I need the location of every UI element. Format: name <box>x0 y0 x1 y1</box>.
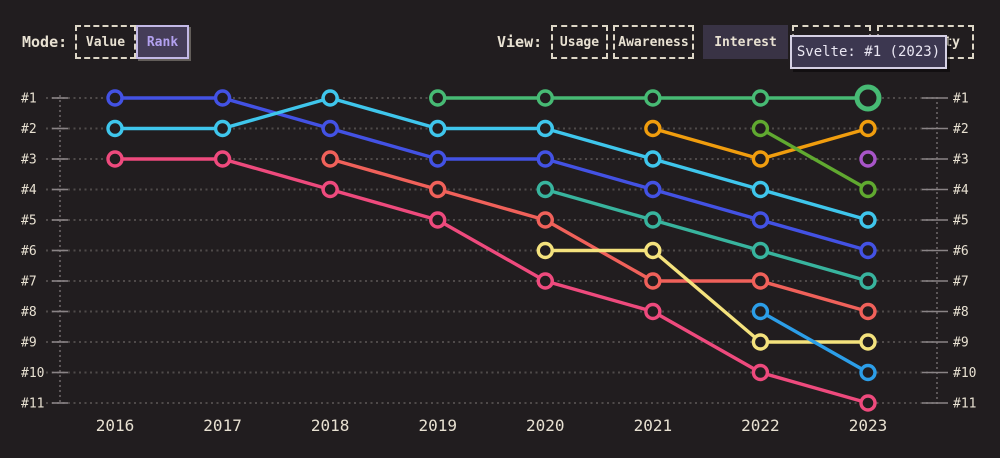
year-label: 2023 <box>849 416 888 435</box>
point-blue-2016[interactable] <box>106 89 124 107</box>
point-cyan-2018[interactable] <box>321 89 339 107</box>
year-label: 2016 <box>96 416 135 435</box>
left-rank-label: #4 <box>21 183 37 198</box>
right-rank-label: #10 <box>953 366 976 381</box>
line-red <box>328 157 870 314</box>
view-option-usage[interactable]: Usage <box>551 25 608 59</box>
point-yellow-2023[interactable] <box>859 333 877 351</box>
right-rank-label: #8 <box>953 305 969 320</box>
right-rank-label: #7 <box>953 275 969 290</box>
point-red-2018[interactable] <box>321 150 339 168</box>
point-teal-2021[interactable] <box>644 211 662 229</box>
point-cyan-2021[interactable] <box>644 150 662 168</box>
point-sky-2023[interactable] <box>859 363 877 382</box>
line-sky <box>758 309 870 375</box>
line-lime <box>758 126 870 192</box>
year-label: 2022 <box>741 416 780 435</box>
point-svelte-2023[interactable] <box>854 84 882 112</box>
chart-tooltip: Svelte: #1 (2023) <box>790 35 947 69</box>
point-orange-2023[interactable] <box>859 119 877 138</box>
point-pink-2017[interactable] <box>213 150 232 168</box>
point-blue-2017[interactable] <box>213 89 232 107</box>
point-blue-2021[interactable] <box>644 180 662 199</box>
point-purple-2023[interactable] <box>859 150 877 168</box>
right-rank-label: #6 <box>953 244 969 259</box>
point-pink-2016[interactable] <box>106 150 124 168</box>
view-option-interest[interactable]: Interest <box>703 25 788 59</box>
right-rank-label: #5 <box>953 214 969 229</box>
point-cyan-2022[interactable] <box>751 180 770 199</box>
year-label: 2020 <box>526 416 565 435</box>
right-rank-label: #9 <box>953 336 969 351</box>
point-svelte-2019[interactable] <box>429 89 447 107</box>
point-blue-2019[interactable] <box>429 150 447 168</box>
point-cyan-2019[interactable] <box>429 119 447 138</box>
point-yellow-2020[interactable] <box>536 241 554 260</box>
point-yellow-2021[interactable] <box>644 241 662 260</box>
point-teal-2022[interactable] <box>751 241 770 260</box>
point-svelte-2021[interactable] <box>644 89 662 107</box>
point-lime-2022[interactable] <box>751 119 770 138</box>
year-label: 2018 <box>311 416 350 435</box>
left-rank-label: #9 <box>21 336 37 351</box>
view-option-awareness[interactable]: Awareness <box>613 25 694 59</box>
line-cyan <box>113 96 870 222</box>
point-yellow-2022[interactable] <box>751 333 770 351</box>
point-pink-2020[interactable] <box>536 272 554 290</box>
line-pink <box>113 157 870 405</box>
line-teal <box>543 187 870 283</box>
point-cyan-2020[interactable] <box>536 119 554 138</box>
point-blue-2018[interactable] <box>321 119 339 138</box>
left-rank-label: #10 <box>21 366 44 381</box>
point-lime-2023[interactable] <box>859 180 877 199</box>
right-rank-label: #2 <box>953 122 969 137</box>
left-rank-label: #6 <box>21 244 37 259</box>
point-blue-2020[interactable] <box>536 150 554 168</box>
point-orange-2022[interactable] <box>751 150 770 168</box>
left-rank-label: #5 <box>21 214 37 229</box>
point-red-2022[interactable] <box>751 272 770 290</box>
point-red-2021[interactable] <box>644 272 662 290</box>
point-pink-2022[interactable] <box>751 363 770 382</box>
right-rank-label: #1 <box>953 92 969 107</box>
point-blue-2022[interactable] <box>751 211 770 229</box>
point-pink-2018[interactable] <box>321 180 339 199</box>
mode-option-rank[interactable]: Rank <box>136 25 189 59</box>
view-label: View: <box>497 33 543 51</box>
point-pink-2019[interactable] <box>429 211 447 229</box>
right-rank-label: #11 <box>953 397 976 412</box>
left-rank-label: #8 <box>21 305 37 320</box>
point-cyan-2023[interactable] <box>859 211 877 229</box>
point-orange-2021[interactable] <box>644 119 662 138</box>
line-blue <box>113 96 870 253</box>
left-rank-label: #3 <box>21 153 37 168</box>
year-label: 2021 <box>634 416 673 435</box>
point-pink-2021[interactable] <box>644 302 662 321</box>
point-svelte-2022[interactable] <box>751 89 770 107</box>
point-red-2019[interactable] <box>429 180 447 199</box>
mode-label: Mode: <box>22 33 68 51</box>
point-red-2023[interactable] <box>859 302 877 321</box>
point-cyan-2017[interactable] <box>213 119 232 138</box>
point-pink-2023[interactable] <box>859 394 877 412</box>
mode-option-value[interactable]: Value <box>75 25 136 59</box>
point-cyan-2016[interactable] <box>106 119 124 138</box>
left-rank-label: #1 <box>21 92 37 107</box>
left-rank-label: #11 <box>21 397 44 412</box>
right-rank-label: #4 <box>953 183 969 198</box>
point-blue-2023[interactable] <box>859 241 877 260</box>
left-rank-label: #2 <box>21 122 37 137</box>
year-label: 2017 <box>203 416 242 435</box>
year-label: 2019 <box>418 416 457 435</box>
point-teal-2020[interactable] <box>536 180 554 199</box>
point-red-2020[interactable] <box>536 211 554 229</box>
point-sky-2022[interactable] <box>751 302 770 321</box>
right-rank-label: #3 <box>953 153 969 168</box>
point-teal-2023[interactable] <box>859 272 877 290</box>
left-rank-label: #7 <box>21 275 37 290</box>
point-svelte-2020[interactable] <box>536 89 554 107</box>
